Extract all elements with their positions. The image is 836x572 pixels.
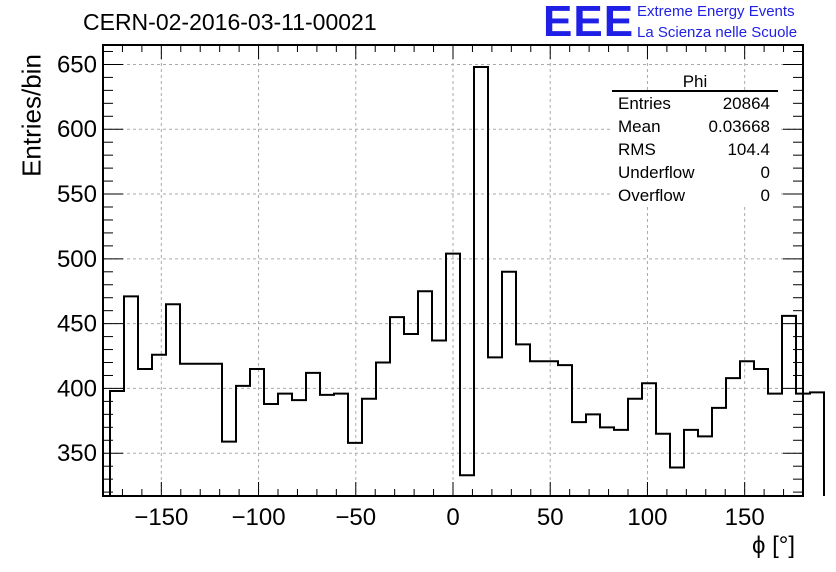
histogram-bin xyxy=(768,394,782,496)
histogram-bin xyxy=(432,340,446,496)
x-tick-label: 150 xyxy=(725,504,765,531)
histogram-bin xyxy=(250,369,264,496)
y-tick-label: 500 xyxy=(57,246,97,273)
histogram-bin xyxy=(614,430,628,496)
eee-logo: EEE xyxy=(543,0,635,46)
y-tick-label: 600 xyxy=(57,116,97,143)
stats-title: Phi xyxy=(682,72,708,91)
x-tick-label: −150 xyxy=(134,504,188,531)
histogram-bin xyxy=(194,364,208,496)
histogram-bin xyxy=(684,430,698,496)
histogram-outline xyxy=(109,66,825,496)
y-tick-label: 550 xyxy=(57,181,97,208)
x-axis-label: ϕ [°] xyxy=(752,532,796,559)
histogram-bin xyxy=(124,296,138,496)
histogram-bin xyxy=(572,422,586,496)
histogram-bin xyxy=(306,373,320,496)
histogram-bin xyxy=(656,434,670,496)
histogram-bin xyxy=(376,363,390,496)
stat-label-underflow: Underflow xyxy=(618,163,695,182)
y-tick-label: 400 xyxy=(57,375,97,402)
histogram-bin xyxy=(740,361,754,496)
histogram-bin xyxy=(726,378,740,496)
y-tick-label: 450 xyxy=(57,311,97,338)
histogram-bin xyxy=(348,443,362,496)
stat-label-entries: Entries xyxy=(618,94,671,113)
histogram-bin xyxy=(292,400,306,496)
histogram-bin xyxy=(810,392,824,496)
histogram-bin xyxy=(558,365,572,496)
y-tick-label: 650 xyxy=(57,51,97,78)
histogram-bin xyxy=(474,67,488,496)
x-tick-label: −100 xyxy=(232,504,286,531)
x-tick-label: 50 xyxy=(537,504,564,531)
histogram-bin xyxy=(362,399,376,496)
histogram-bin xyxy=(446,254,460,496)
histogram-bin xyxy=(166,304,180,496)
histogram-bin xyxy=(628,399,642,496)
histogram-bin xyxy=(320,395,334,496)
histogram-bin xyxy=(138,369,152,496)
histogram-bin xyxy=(180,364,194,496)
histogram-bin xyxy=(236,386,250,496)
stat-value-underflow: 0 xyxy=(760,163,770,182)
histogram-bin xyxy=(600,427,614,496)
histogram-bin xyxy=(418,291,432,496)
histogram-bin xyxy=(516,344,530,496)
histogram-bin xyxy=(264,404,278,496)
histogram-bin xyxy=(712,408,726,496)
histogram-bin xyxy=(390,317,404,496)
histogram-bin xyxy=(222,442,236,496)
logo-text-line2: La Scienza nelle Scuole xyxy=(637,24,798,41)
logo-text-line1: Extreme Energy Events xyxy=(637,3,795,20)
histogram-bin xyxy=(278,394,292,496)
histogram-bin xyxy=(334,394,348,496)
stat-value-rms: 104.4 xyxy=(727,140,770,159)
histogram-bin xyxy=(460,475,474,496)
stat-value-entries: 20864 xyxy=(722,94,770,113)
histogram-bin xyxy=(698,436,712,496)
histogram-bin xyxy=(642,383,656,496)
histogram-bin xyxy=(754,369,768,496)
histogram-bin xyxy=(586,414,600,496)
stat-label-rms: RMS xyxy=(618,140,656,159)
histogram-bin xyxy=(502,272,516,496)
histogram-bin xyxy=(404,334,418,496)
histogram-bin xyxy=(110,391,124,496)
histogram-bin xyxy=(152,355,166,496)
histogram-bin xyxy=(544,361,558,496)
x-tick-label: 0 xyxy=(446,504,459,531)
y-tick-label: 350 xyxy=(57,440,97,467)
x-tick-label: 100 xyxy=(627,504,667,531)
histogram-bin xyxy=(488,357,502,496)
stat-value-mean: 0.03668 xyxy=(708,117,770,136)
stat-label-mean: Mean xyxy=(618,117,661,136)
stat-value-overflow: 0 xyxy=(760,186,770,205)
chart-title: CERN-02-2016-03-11-00021 xyxy=(83,9,377,35)
histogram-bin xyxy=(208,364,222,496)
stat-label-overflow: Overflow xyxy=(618,186,686,205)
stats-box-bg xyxy=(612,90,778,205)
histogram-bin xyxy=(782,316,796,496)
histogram-bin xyxy=(670,467,684,496)
x-tick-label: −50 xyxy=(335,504,376,531)
histogram-bin xyxy=(530,361,544,496)
